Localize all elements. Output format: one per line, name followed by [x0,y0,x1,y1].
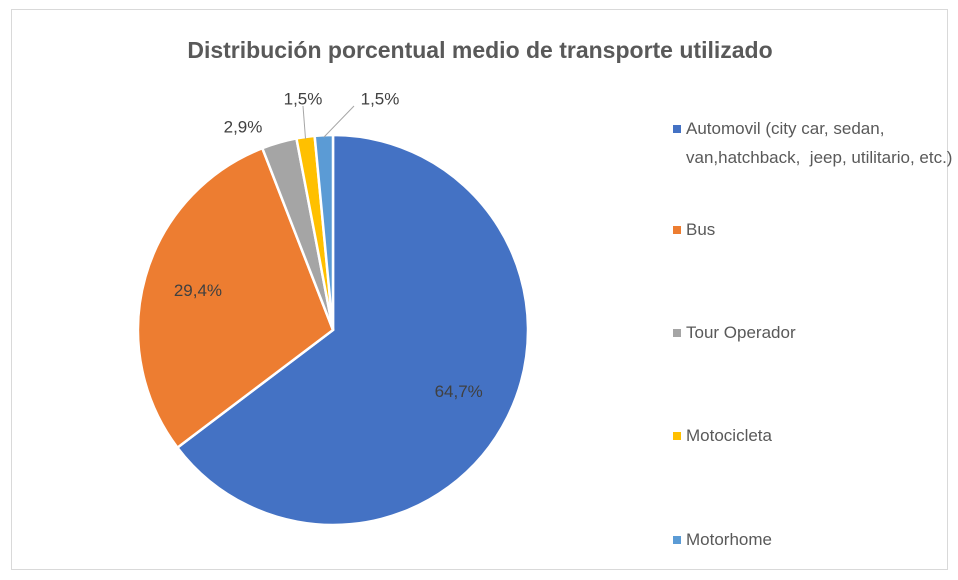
legend-label: Motorhome [686,530,772,549]
chart-title: Distribución porcentual medio de transpo… [187,37,772,63]
legend-swatch [673,329,681,337]
legend-swatch [673,125,681,133]
legend-label: Motocicleta [686,426,772,445]
pie-slice [136,146,335,450]
data-label: 64,7% [435,382,483,401]
data-label: 2,9% [224,117,263,136]
data-label: 1,5% [284,89,323,108]
legend-swatch [673,226,681,234]
legend-swatch [673,432,681,440]
data-label: 1,5% [361,89,400,108]
legend-swatch [673,536,681,544]
leader-line [323,105,355,138]
legend-label: Automovil (city car, sedan, van,hatchbac… [686,119,953,167]
pie-slice [313,133,335,331]
legend-label: Tour Operador [686,323,796,342]
legend-label: Bus [686,220,716,239]
data-label: 29,4% [174,281,222,300]
leader-line [302,105,307,139]
pie-slice [175,133,530,527]
